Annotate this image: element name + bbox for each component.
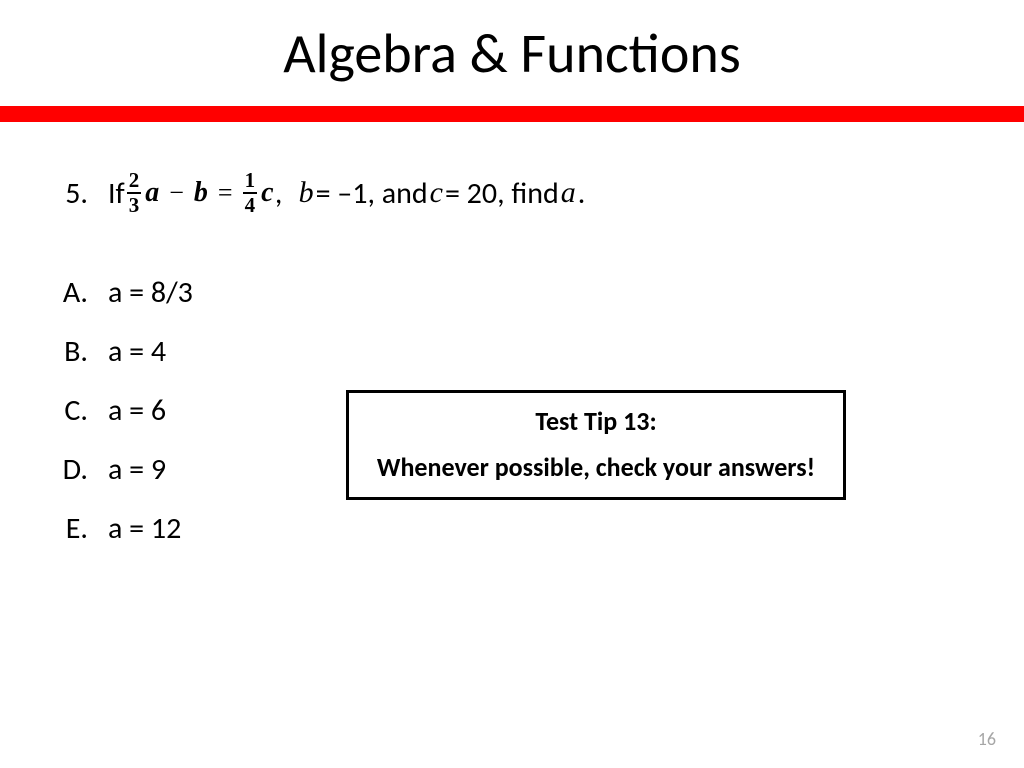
fraction-2-den: 4 — [245, 194, 256, 216]
cond-b-var: b — [297, 176, 316, 210]
fraction-1-den: 3 — [129, 194, 140, 216]
fraction-2-num: 1 — [243, 170, 258, 194]
find-var: a — [559, 176, 578, 210]
choice-letter: C. — [50, 392, 88, 429]
comma-1: , — [276, 175, 284, 212]
minus-op: − — [161, 178, 192, 208]
slide-title: Algebra & Functions — [0, 0, 1024, 106]
var-b: b — [192, 177, 210, 209]
tip-body: Whenever possible, check your answers! — [369, 451, 823, 483]
page-number: 16 — [978, 728, 996, 750]
tip-title: Test Tip 13: — [369, 405, 823, 437]
question-row: 5. If 2 3 a − b = 1 4 c , b = –1, and c … — [50, 170, 974, 216]
question-text: If 2 3 a − b = 1 4 c , b = –1, and c = 2… — [108, 170, 585, 216]
cond-c-var: c — [428, 176, 445, 210]
var-a: a — [143, 177, 161, 209]
fraction-1: 2 3 — [127, 170, 142, 216]
choice-text: a = 4 — [108, 333, 166, 370]
choice-letter: D. — [50, 451, 88, 488]
divider-bar — [0, 106, 1024, 122]
choice-text: a = 6 — [108, 392, 166, 429]
choice-e: E. a = 12 — [50, 510, 974, 547]
choice-letter: B. — [50, 333, 88, 370]
period: . — [578, 175, 586, 212]
fraction-1-num: 2 — [127, 170, 142, 194]
question-prefix: If — [108, 175, 125, 212]
choice-text: a = 8/3 — [108, 274, 193, 311]
choice-letter: E. — [50, 510, 88, 547]
choice-a: A. a = 8/3 — [50, 274, 974, 311]
tip-box: Test Tip 13: Whenever possible, check yo… — [346, 390, 846, 500]
choice-b: B. a = 4 — [50, 333, 974, 370]
choice-text: a = 9 — [108, 451, 166, 488]
cond-c-rest: = 20, find — [445, 175, 559, 212]
var-c: c — [259, 177, 275, 209]
cond-b-rest: = –1, and — [316, 175, 428, 212]
fraction-2: 1 4 — [243, 170, 258, 216]
choice-letter: A. — [50, 274, 88, 311]
question-number: 5. — [50, 175, 88, 212]
choice-text: a = 12 — [108, 510, 181, 547]
equals-op: = — [210, 178, 241, 208]
